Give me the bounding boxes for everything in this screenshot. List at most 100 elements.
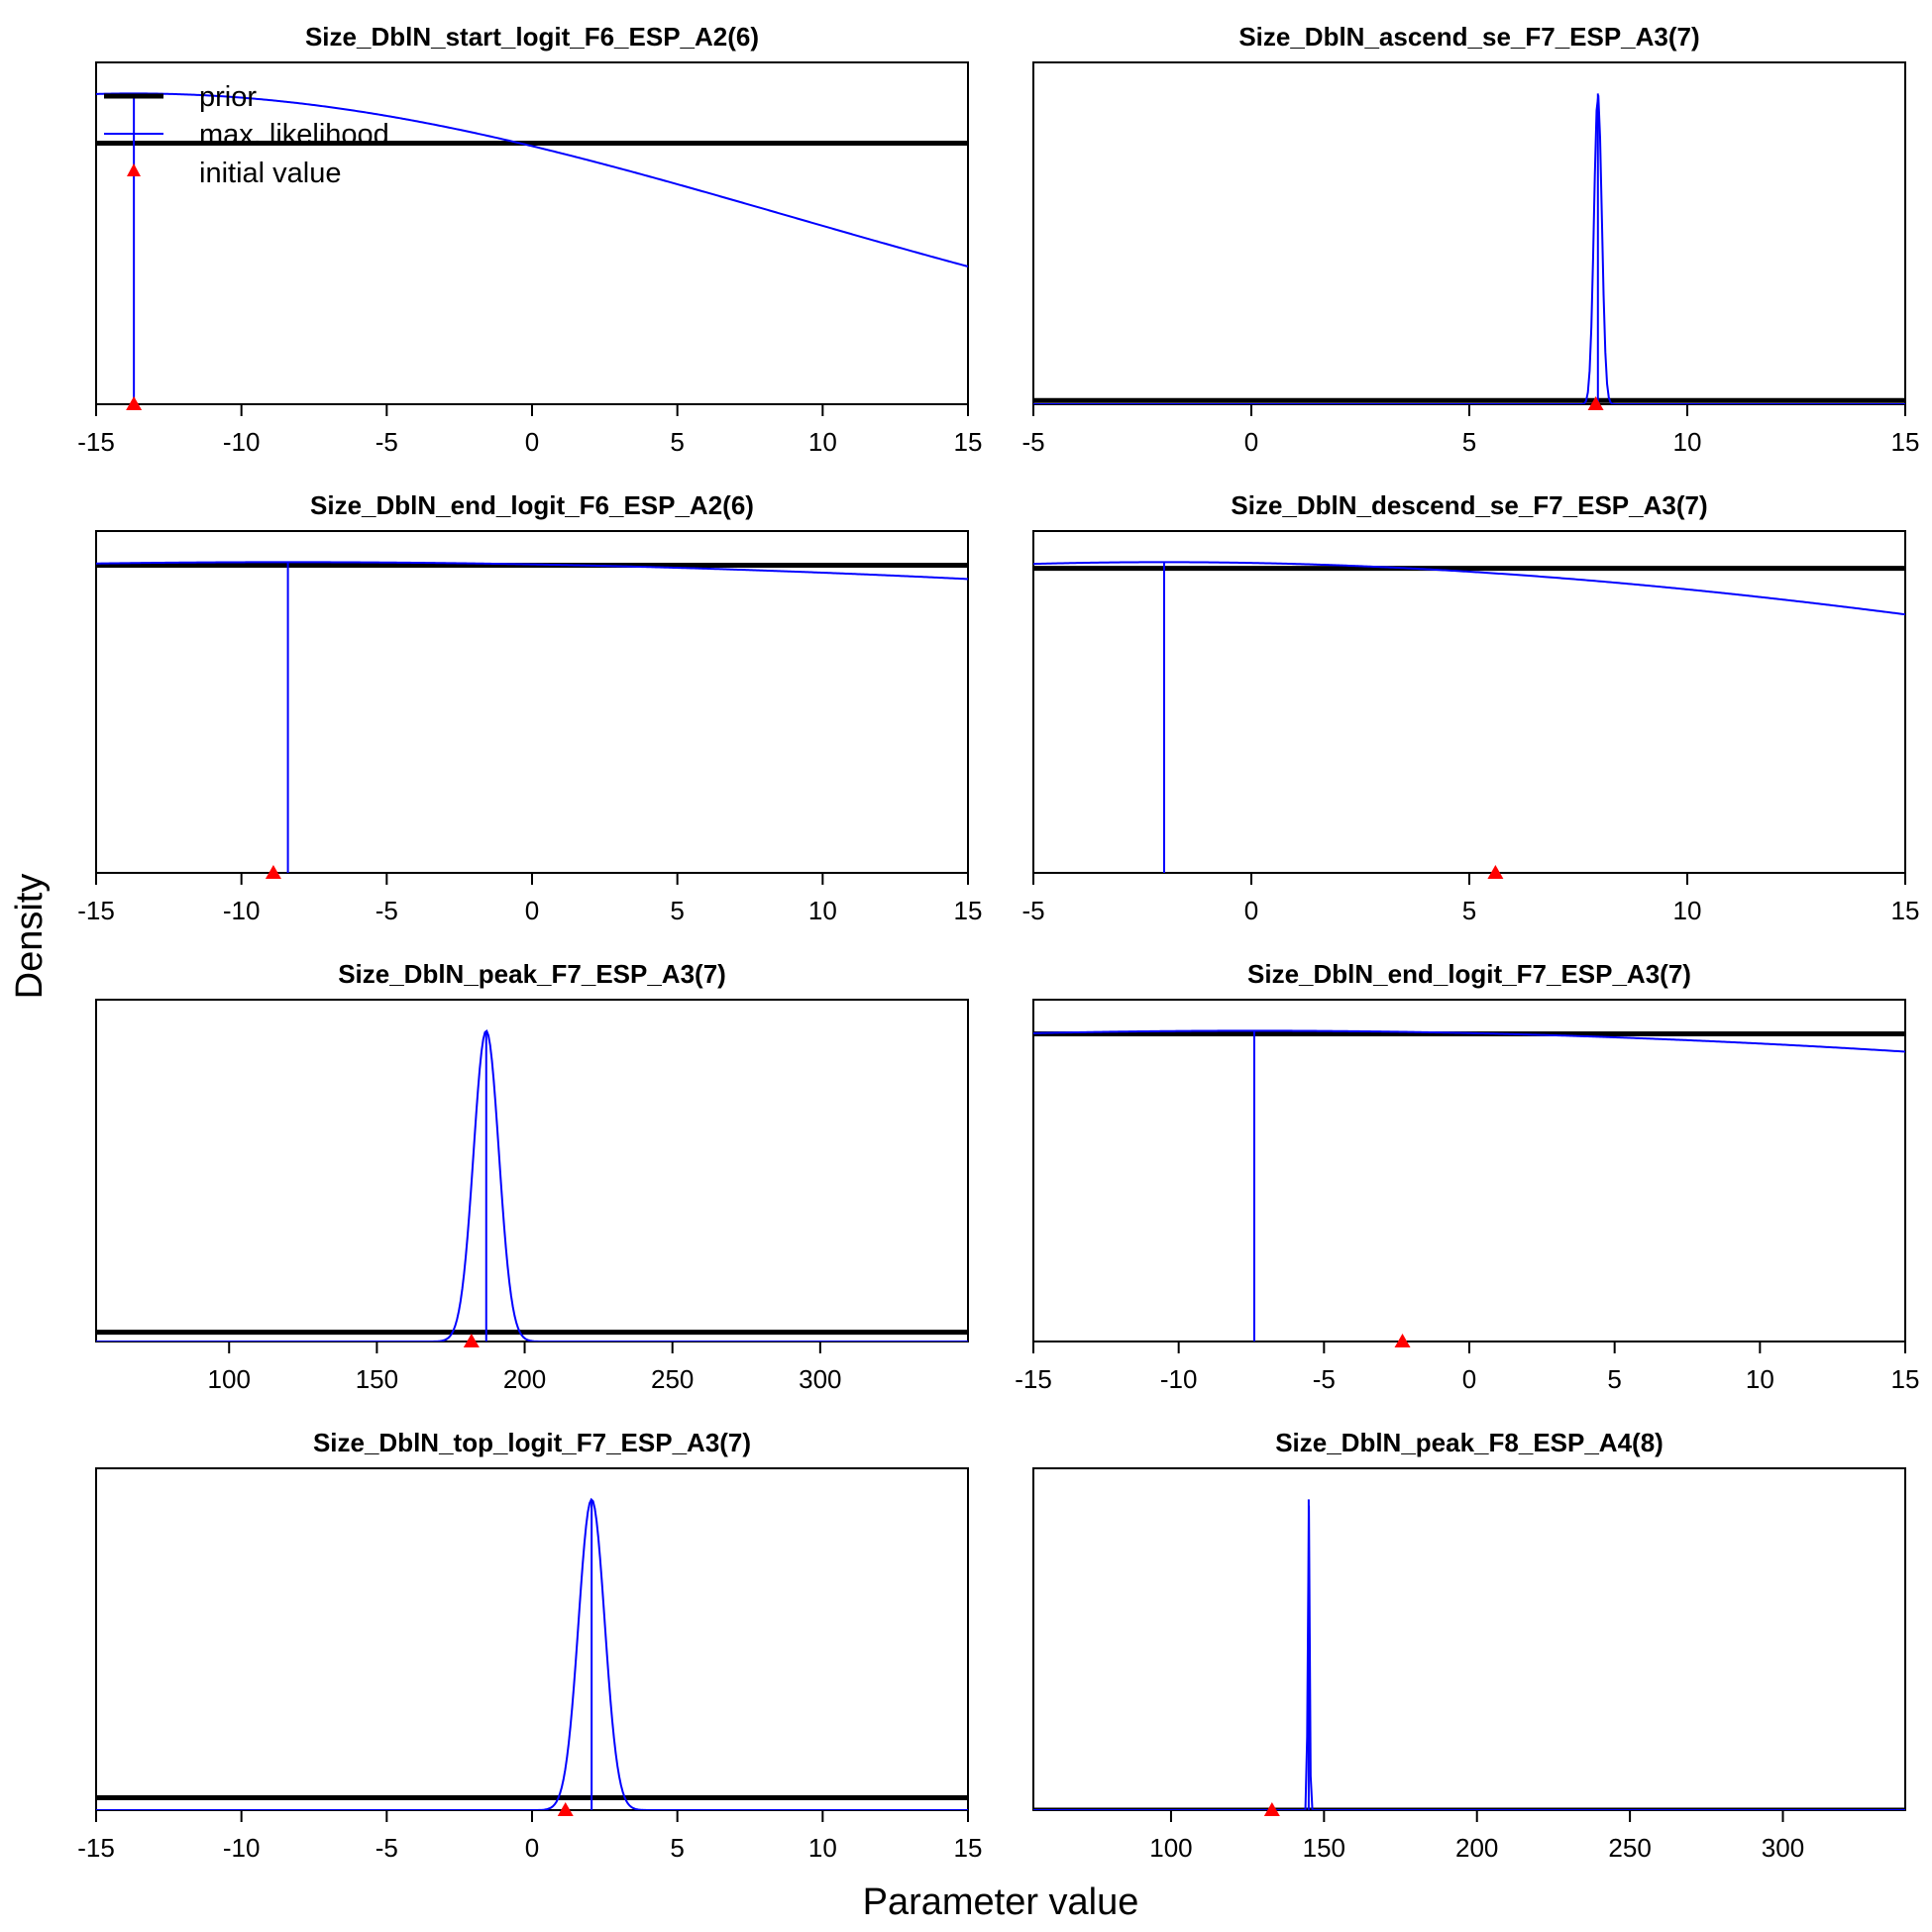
plot-frame (1032, 61, 1906, 405)
plot-area (1033, 1029, 1905, 1342)
x-tick-label: 0 (525, 896, 539, 925)
mle-density-curve (96, 561, 968, 581)
panel-title: Size_DblN_descend_se_F7_ESP_A3(7) (1231, 490, 1707, 520)
panel-title: Size_DblN_peak_F8_ESP_A4(8) (1275, 1428, 1664, 1457)
x-tick-label: 10 (1673, 896, 1702, 925)
plot-frame (95, 530, 969, 874)
x-tick-label: 15 (1891, 1364, 1920, 1394)
x-tick-label: 15 (954, 427, 983, 457)
panel-title: Size_DblN_top_logit_F7_ESP_A3(7) (313, 1428, 751, 1457)
plot-area (96, 1028, 968, 1342)
x-tick-label: 5 (1462, 427, 1476, 457)
panel-4: Size_DblN_descend_se_F7_ESP_A3(7) -5 0 5 10 1… (1021, 490, 1919, 925)
x-tick-label: 5 (670, 427, 684, 457)
plot-area (96, 1497, 968, 1810)
x-tick-label: -5 (1021, 896, 1044, 925)
plot-frame (95, 999, 969, 1342)
x-tick-label: -5 (1313, 1364, 1336, 1394)
initial-value-marker (1263, 1802, 1280, 1816)
initial-value-marker (1487, 865, 1504, 879)
initial-value-marker (265, 865, 281, 879)
x-tick-label: 150 (356, 1364, 398, 1394)
x-tick-label: -15 (1015, 1364, 1052, 1394)
panel-title: Size_DblN_end_logit_F7_ESP_A3(7) (1247, 959, 1691, 989)
x-tick-label: 10 (808, 427, 837, 457)
panel-2: Size_DblN_ascend_se_F7_ESP_A3(7) -5 0 5 10 15 (1021, 22, 1919, 457)
plot-frame (95, 1467, 969, 1811)
mle-density-curve (1033, 561, 1905, 616)
x-tick-label: -15 (77, 896, 115, 925)
mle-density-curve (1033, 95, 1905, 404)
x-tick-label: 0 (1244, 427, 1258, 457)
plot-frame (95, 61, 969, 405)
x-tick-label: -5 (376, 427, 398, 457)
x-tick-label: 0 (525, 1833, 539, 1863)
x-tick-label: -5 (1021, 427, 1044, 457)
x-tick-label: 10 (1746, 1364, 1774, 1394)
plot-frame (1032, 1467, 1906, 1811)
panel-title: Size_DblN_ascend_se_F7_ESP_A3(7) (1238, 22, 1699, 52)
x-axis-title: Parameter value (863, 1881, 1139, 1923)
x-tick-label: 0 (1244, 896, 1258, 925)
x-tick-label: 0 (525, 427, 539, 457)
x-tick-label: -15 (77, 1833, 115, 1863)
legend-initial-label: initial value (199, 158, 341, 189)
x-tick-label: 250 (1608, 1833, 1651, 1863)
panel-title: Size_DblN_peak_F7_ESP_A3(7) (338, 959, 726, 989)
plot-area (1033, 1499, 1905, 1810)
x-tick-label: 15 (1891, 896, 1920, 925)
panels-grid: Size_DblN_start_logit_F6_ESP_A2(6) -15 -10… (77, 22, 1919, 1863)
initial-value-marker (126, 396, 143, 410)
x-tick-label: 15 (1891, 427, 1920, 457)
x-tick-label: 150 (1303, 1833, 1345, 1863)
x-tick-label: 15 (954, 896, 983, 925)
initial-value-marker (463, 1334, 480, 1347)
panel-5: Size_DblN_peak_F7_ESP_A3(7) 100 150 200 250 3… (95, 959, 969, 1394)
plot-area (1033, 561, 1905, 873)
legend-initial-swatch (127, 163, 141, 176)
plot-frame (1032, 999, 1906, 1342)
initial-value-marker (557, 1802, 574, 1816)
x-tick-label: 200 (1455, 1833, 1498, 1863)
x-tick-label: -10 (223, 1833, 261, 1863)
x-tick-label: 10 (808, 1833, 837, 1863)
mle-density-curve (1033, 1029, 1905, 1053)
legend-mle-label: max. likelihood (199, 119, 389, 151)
y-axis-title: Density (9, 874, 51, 1000)
panel-1: Size_DblN_start_logit_F6_ESP_A2(6) -15 -10… (77, 22, 982, 457)
x-tick-label: -10 (1160, 1364, 1198, 1394)
legend: prior max. likelihood initial value (104, 81, 389, 189)
x-tick-label: -5 (376, 896, 398, 925)
x-tick-label: -10 (223, 427, 261, 457)
panel-8: Size_DblN_peak_F8_ESP_A4(8) 100 150 200 250 3… (1032, 1428, 1906, 1863)
x-tick-label: 10 (808, 896, 837, 925)
panel-title: Size_DblN_start_logit_F6_ESP_A2(6) (305, 22, 759, 52)
x-tick-label: 5 (670, 1833, 684, 1863)
x-tick-label: 300 (799, 1364, 841, 1394)
x-tick-label: -5 (376, 1833, 398, 1863)
mle-density-curve (96, 1028, 968, 1342)
x-tick-label: 300 (1762, 1833, 1804, 1863)
x-tick-label: 200 (503, 1364, 546, 1394)
panel-title: Size_DblN_end_logit_F6_ESP_A2(6) (310, 490, 754, 520)
x-tick-label: 10 (1673, 427, 1702, 457)
x-tick-label: 15 (954, 1833, 983, 1863)
plot-area (96, 561, 968, 873)
x-tick-label: 5 (1607, 1364, 1621, 1394)
panel-6: Size_DblN_end_logit_F7_ESP_A3(7) -15 -10 -5… (1015, 959, 1919, 1394)
x-tick-label: 5 (670, 896, 684, 925)
x-tick-label: 5 (1462, 896, 1476, 925)
mle-density-curve (96, 1497, 968, 1810)
mle-density-curve (96, 92, 968, 268)
x-tick-label: 0 (1462, 1364, 1476, 1394)
x-tick-label: 100 (208, 1364, 251, 1394)
x-tick-label: -15 (77, 427, 115, 457)
panel-3: Size_DblN_end_logit_F6_ESP_A2(6) -15 -10 -5… (77, 490, 982, 925)
initial-value-marker (1587, 396, 1604, 410)
plot-area (1033, 93, 1905, 404)
x-tick-label: -10 (223, 896, 261, 925)
panel-7: Size_DblN_top_logit_F7_ESP_A3(7) -15 -10 -5… (77, 1428, 982, 1863)
initial-value-marker (1394, 1334, 1411, 1347)
plot-area (96, 92, 968, 404)
